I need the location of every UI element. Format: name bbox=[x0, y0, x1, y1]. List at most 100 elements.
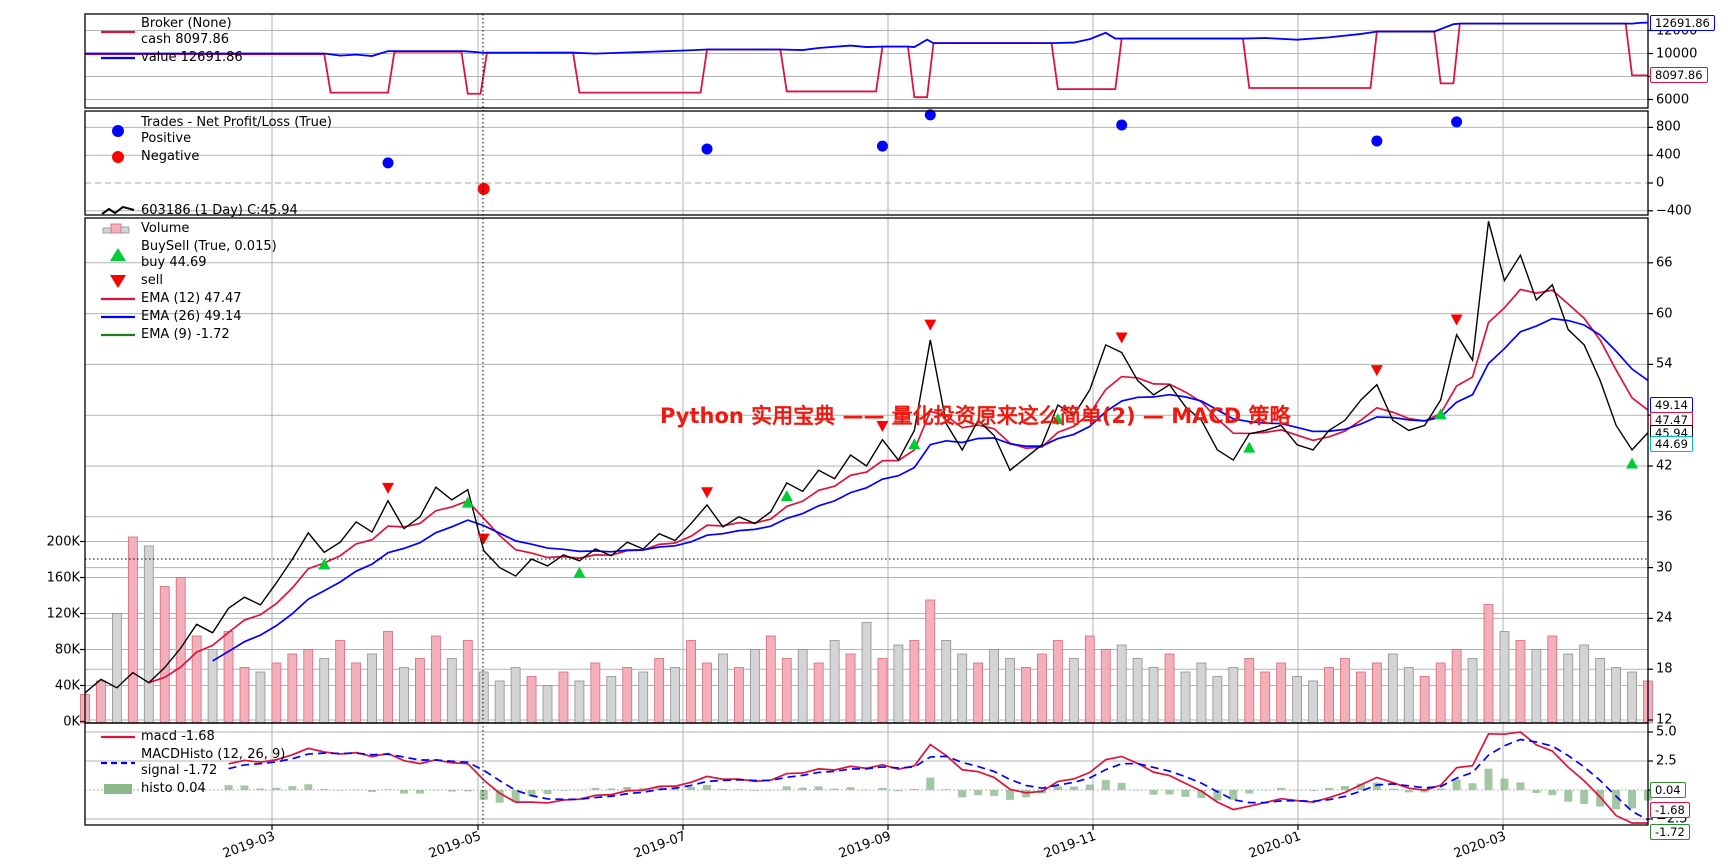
macd-histogram-bar bbox=[1293, 789, 1302, 791]
volume-bar bbox=[845, 653, 856, 724]
positive-trade-dot bbox=[1371, 135, 1383, 147]
patch-swatch-icon bbox=[104, 784, 132, 794]
volume-bar bbox=[925, 599, 936, 724]
y-tick-label: 54 bbox=[1656, 356, 1673, 372]
volume-tick-label: 200K bbox=[46, 534, 80, 549]
macd-histogram-bar bbox=[1404, 790, 1413, 793]
volume-bar bbox=[1052, 640, 1063, 724]
axis-tag: -1.68 bbox=[1650, 801, 1690, 818]
macd-histogram-bar bbox=[1564, 790, 1573, 802]
volume-bar bbox=[1292, 676, 1303, 724]
legend-broker: Broker (None) cash 8097.86 value 12691.86 bbox=[95, 16, 243, 68]
legend-swatch bbox=[95, 273, 141, 289]
legend-swatch bbox=[95, 247, 141, 263]
macd-histogram-bar bbox=[591, 787, 600, 790]
legend-label: histo 0.04 bbox=[141, 781, 206, 796]
price-line bbox=[84, 221, 1649, 694]
volume-bar bbox=[909, 640, 920, 724]
macd-histogram-bar bbox=[1325, 787, 1334, 790]
panel-border bbox=[84, 722, 1649, 826]
y-tick-label: 66 bbox=[1656, 255, 1673, 271]
legend-swatch bbox=[95, 327, 141, 343]
axis-tag: 8097.86 bbox=[1650, 67, 1708, 84]
cash-line bbox=[85, 22, 1648, 99]
volume-bar bbox=[1164, 653, 1175, 724]
legend-label: EMA (12) 47.47 bbox=[141, 291, 242, 306]
line-swatch-icon bbox=[101, 315, 135, 319]
macd-histogram-bar bbox=[1452, 779, 1461, 790]
volume-bar bbox=[446, 658, 457, 724]
volume-bar bbox=[462, 640, 473, 724]
volume-bar bbox=[239, 667, 250, 724]
volume-bar bbox=[255, 671, 266, 724]
volume-bar bbox=[1356, 671, 1366, 724]
axis-tag: 44.69 bbox=[1650, 435, 1693, 452]
legend-label: BuySell (True, 0.015) buy 44.69 bbox=[141, 239, 277, 270]
sell-marker bbox=[924, 319, 937, 331]
macd-histogram-bar bbox=[1006, 790, 1015, 800]
macd-histogram-bar bbox=[1612, 790, 1621, 810]
volume-bar bbox=[813, 662, 824, 724]
volume-bar bbox=[1132, 658, 1143, 724]
y-tick-label: 24 bbox=[1656, 610, 1673, 626]
macd-histogram-bar bbox=[559, 790, 568, 791]
positive-trade-dot bbox=[924, 109, 936, 121]
macd-histogram-bar bbox=[224, 785, 233, 790]
volume-bar bbox=[143, 545, 154, 724]
macd-histogram-bar bbox=[703, 785, 712, 790]
volume-bar bbox=[159, 586, 170, 724]
macd-histogram-bar bbox=[718, 788, 727, 790]
y-tick-label: 12 bbox=[1656, 712, 1673, 728]
positive-trade-dot bbox=[876, 140, 888, 152]
legend-item: Volume bbox=[95, 221, 298, 237]
macd-histogram-bar bbox=[320, 788, 329, 790]
macd-histogram-bar bbox=[495, 790, 504, 803]
volume-bar bbox=[797, 649, 808, 724]
panel-bg bbox=[85, 14, 1648, 108]
sell-marker bbox=[876, 421, 889, 433]
positive-trade-dot bbox=[701, 143, 713, 155]
volume-bar bbox=[1403, 667, 1414, 724]
volume-bar bbox=[1483, 604, 1494, 724]
volume-bar bbox=[223, 631, 234, 724]
macd-histogram-bar bbox=[575, 789, 584, 791]
macd-histogram-bar bbox=[543, 790, 552, 795]
legend-item: EMA (26) 49.14 bbox=[95, 309, 298, 325]
volume-bar bbox=[367, 653, 377, 724]
legend-item: macd -1.68 bbox=[95, 729, 285, 745]
volume-bar bbox=[1180, 671, 1191, 724]
macd-histogram-bar bbox=[894, 790, 903, 792]
y-tick-label: 0 bbox=[1656, 175, 1665, 191]
macd-histogram-bar bbox=[1580, 790, 1589, 804]
volume-bar bbox=[1308, 680, 1318, 724]
positive-trade-dot bbox=[1451, 116, 1463, 128]
volume-bar bbox=[622, 667, 633, 724]
volume-bar bbox=[319, 658, 330, 724]
macd-histogram-bar bbox=[479, 790, 488, 800]
y-tick-label: 36 bbox=[1656, 509, 1673, 525]
legend-item: Trades - Net Profit/Loss (True) Positive bbox=[95, 115, 332, 147]
zigzag-swatch-icon bbox=[101, 205, 135, 215]
macd-histogram-bar bbox=[272, 787, 281, 790]
volume-bar bbox=[111, 613, 122, 724]
volume-swatch-icon bbox=[102, 223, 130, 234]
axis-tag: 12691.86 bbox=[1650, 14, 1715, 31]
macd-histogram-bar bbox=[1309, 790, 1318, 791]
legend-swatch bbox=[95, 729, 141, 745]
macd-histogram-bar bbox=[288, 786, 297, 790]
sell-marker bbox=[701, 487, 714, 499]
volume-bar bbox=[877, 658, 888, 724]
volume-bar bbox=[957, 653, 968, 724]
sell-marker bbox=[477, 533, 490, 545]
macd-histogram-bar bbox=[958, 790, 967, 798]
volume-bar bbox=[1467, 658, 1478, 724]
volume-bar bbox=[351, 662, 362, 724]
macd-histogram-bar bbox=[1340, 785, 1349, 790]
macd-histogram-bar bbox=[1117, 782, 1126, 790]
macd-histogram-bar bbox=[862, 789, 871, 791]
legend-label: macd -1.68 bbox=[141, 729, 215, 744]
volume-tick-label: 120K bbox=[46, 606, 80, 621]
volume-bar bbox=[1419, 676, 1430, 724]
buy-marker bbox=[1434, 408, 1447, 420]
